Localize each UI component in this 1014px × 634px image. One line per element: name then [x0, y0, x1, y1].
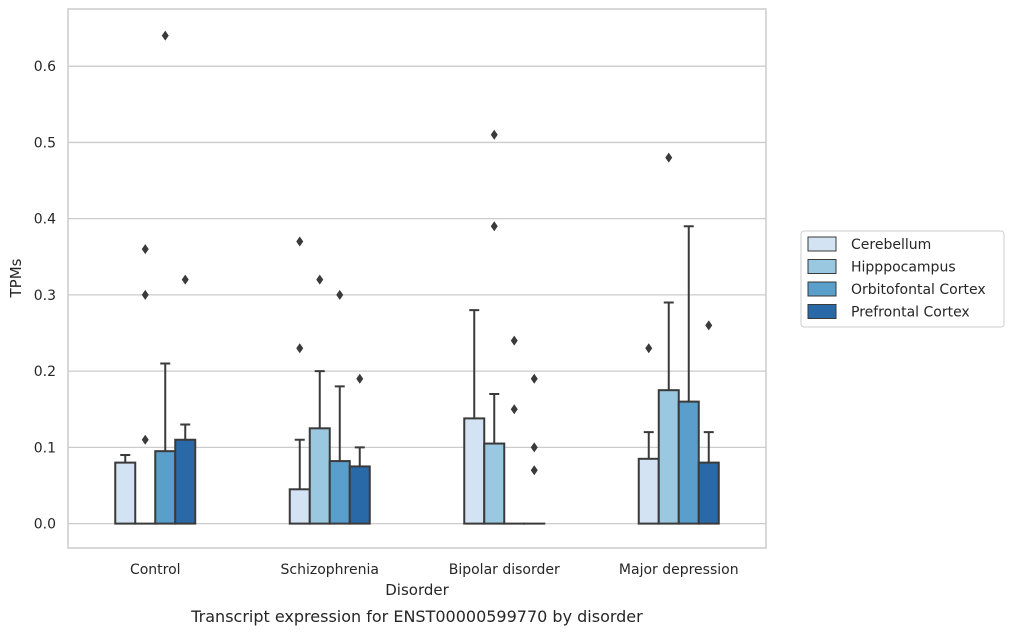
y-axis-label: TPMs: [7, 258, 25, 298]
outlier-point: [530, 465, 538, 476]
outlier-point: [316, 274, 324, 285]
outlier-point: [181, 274, 189, 285]
bar: [463, 417, 486, 525]
legend-label: Hipppocampus: [851, 260, 956, 276]
error-bars: [120, 225, 714, 490]
legend-swatch: [807, 281, 837, 297]
outlier-point: [490, 129, 498, 140]
outlier-point: [296, 343, 304, 354]
bar: [697, 461, 720, 525]
x-tick-label: Major depression: [619, 562, 739, 578]
bar: [174, 438, 197, 525]
bar: [114, 461, 137, 525]
legend: Cerebellum Hipppocampus Orbitofontal Corte…: [800, 230, 1005, 328]
y-tick-label: 0.5: [34, 135, 56, 151]
x-axis-label: Disorder: [385, 581, 449, 599]
plot-frame: [67, 8, 767, 549]
bar: [308, 427, 331, 525]
legend-label: Cerebellum: [851, 237, 931, 253]
outlier-point: [161, 30, 169, 41]
legend-label: Prefrontal Cortex: [851, 305, 970, 321]
y-tick-label: 0.1: [34, 440, 56, 456]
bar: [328, 460, 351, 525]
outlier-point: [490, 221, 498, 232]
legend-frame: [800, 230, 1005, 328]
y-tick-labels: 0.0 0.1 0.2 0.3 0.4 0.5 0.6: [34, 59, 56, 532]
legend-swatch: [807, 304, 837, 319]
bar: [677, 400, 700, 525]
y-tick-label: 0.3: [34, 288, 56, 304]
legend-swatch: [807, 236, 837, 252]
bar: [348, 465, 371, 525]
outlier-point: [645, 343, 653, 354]
x-tick-label: Control: [130, 562, 181, 578]
y-tick-label: 0.6: [34, 59, 56, 75]
bar: [154, 450, 177, 525]
y-tick-label: 0.4: [34, 212, 56, 228]
outlier-point: [510, 335, 518, 346]
bars: [114, 389, 720, 525]
y-tick-label: 0.2: [34, 364, 56, 380]
bar: [637, 457, 660, 525]
y-tick-label: 0.0: [34, 517, 56, 533]
x-tick-label: Bipolar disorder: [449, 562, 560, 578]
legend-label: Orbitofontal Cortex: [851, 282, 986, 298]
outlier-point: [665, 152, 673, 163]
x-tick-labels: Control Schizophrenia Bipolar disorder Majo…: [130, 562, 739, 578]
outlier-point: [705, 320, 713, 331]
bar: [657, 389, 680, 525]
outlier-point: [296, 236, 304, 247]
outlier-point: [141, 289, 149, 300]
outlier-point: [510, 404, 518, 415]
bar: [288, 488, 311, 525]
outlier-point: [336, 289, 344, 300]
chart-caption: Transcript expression for ENST0000059977…: [190, 607, 643, 626]
outlier-point: [141, 434, 149, 445]
x-tick-label: Schizophrenia: [281, 562, 379, 578]
outlier-point: [356, 373, 364, 384]
outlier-point: [530, 373, 538, 384]
legend-swatch: [807, 259, 837, 274]
outlier-point: [530, 442, 538, 453]
bar: [483, 442, 506, 525]
outlier-point: [141, 244, 149, 255]
outliers: [141, 30, 713, 476]
